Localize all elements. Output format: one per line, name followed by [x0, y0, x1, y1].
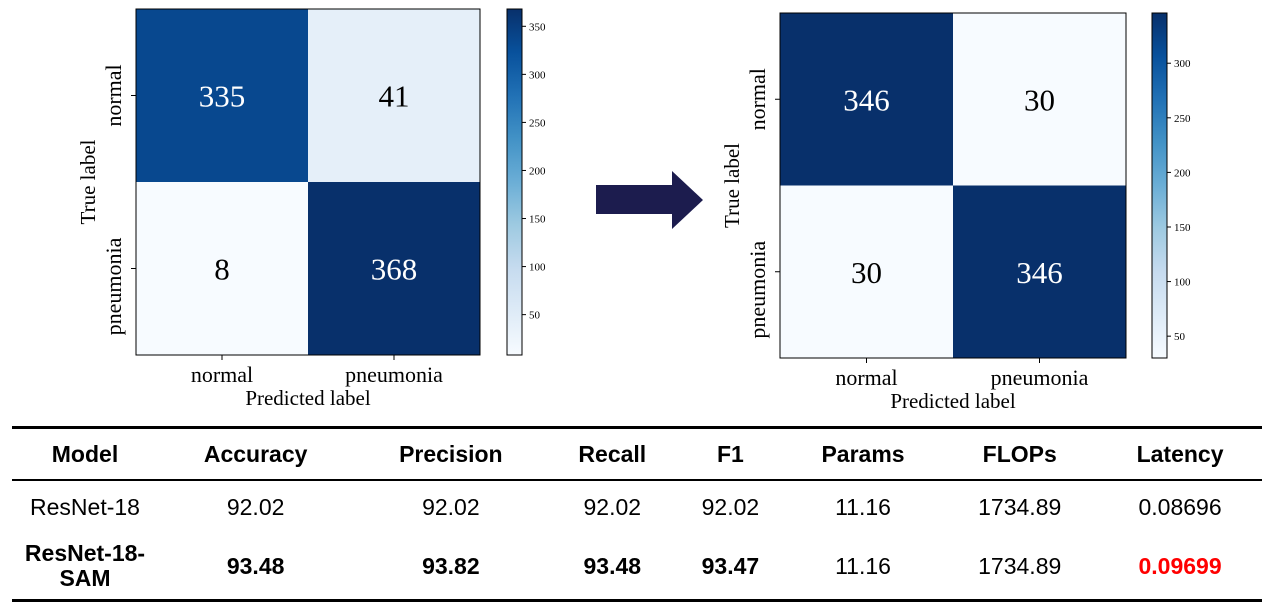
- colorbar-tick-label: 200: [1174, 167, 1191, 179]
- x-axis-label: Predicted label: [890, 389, 1016, 413]
- matrix-cell: [780, 13, 953, 186]
- cell-value-label: 41: [379, 79, 410, 114]
- colorbar-tick-label: 200: [529, 165, 546, 177]
- header-flops: FLOPs: [982, 440, 1057, 467]
- colorbar-tick-label: 50: [529, 310, 541, 322]
- cell-accuracy: 93.48: [226, 552, 285, 579]
- cell-flops: 1734.89: [978, 493, 1062, 520]
- cell-value-label: 346: [1016, 255, 1063, 290]
- colorbar-tick-label: 50: [1174, 331, 1186, 343]
- colorbar-tick-label: 150: [529, 214, 546, 226]
- matrix-cell: [136, 182, 308, 355]
- x-tick-label: pneumonia: [345, 362, 443, 387]
- y-tick-label: normal: [745, 68, 770, 130]
- colorbar-tick-label: 100: [529, 262, 546, 274]
- y-tick-label: pneumonia: [745, 241, 770, 339]
- header-accuracy: Accuracy: [203, 440, 308, 467]
- x-tick-label: normal: [191, 362, 253, 387]
- cell-f1: 92.02: [701, 493, 760, 520]
- y-tick-label: pneumonia: [101, 237, 126, 335]
- cell-latency: 0.08696: [1138, 493, 1222, 520]
- matrix-cell: [780, 185, 953, 358]
- matrix-cell: [953, 13, 1126, 186]
- cell-model: ResNet-18: [30, 493, 140, 520]
- cell-value-label: 335: [199, 79, 246, 114]
- cell-model: ResNet-18-SAM: [24, 540, 146, 591]
- colorbar-tick-label: 150: [1174, 222, 1191, 234]
- matrix-cell: [308, 182, 480, 355]
- matrix-frame: [779, 12, 1127, 359]
- cell-params: 11.16: [835, 552, 891, 579]
- table-row: ResNet-18 92.02 92.02 92.02 92.02 11.16 …: [12, 480, 1262, 533]
- table-row: ResNet-18-SAM 93.48 93.82 93.48 93.47 11…: [12, 533, 1262, 601]
- matrix-cell: [136, 9, 308, 182]
- header-params: Params: [821, 440, 905, 467]
- matrix-cell: [308, 9, 480, 182]
- colorbar-tick-label: 250: [1174, 113, 1191, 125]
- colorbar-tick-label: 100: [1174, 277, 1191, 289]
- y-tick-label: normal: [101, 64, 126, 126]
- header-f1: F1: [717, 440, 744, 467]
- transition-arrow: [596, 171, 703, 229]
- colorbar-tick-label: 250: [529, 117, 546, 129]
- cell-value-label: 8: [214, 252, 230, 287]
- x-tick-label: pneumonia: [991, 365, 1089, 390]
- cell-flops: 1734.89: [978, 552, 1062, 579]
- cell-recall: 93.48: [583, 552, 642, 579]
- cell-value-label: 30: [851, 255, 882, 290]
- cell-value-label: 368: [371, 252, 418, 287]
- header-recall: Recall: [578, 440, 647, 467]
- colorbar: [506, 8, 523, 356]
- cell-value-label: 30: [1024, 82, 1055, 117]
- matrix-cell: [953, 185, 1126, 358]
- colorbar-tick-label: 300: [1174, 58, 1191, 70]
- cell-recall: 92.02: [583, 493, 642, 520]
- cell-precision: 92.02: [422, 493, 480, 520]
- cell-params: 11.16: [835, 493, 891, 520]
- header-precision: Precision: [399, 440, 503, 467]
- x-tick-label: normal: [835, 365, 897, 390]
- table-header-row: Model Accuracy Precision Recall F1 Param…: [12, 427, 1262, 480]
- matrix-frame: [135, 8, 481, 356]
- header-latency: Latency: [1136, 440, 1224, 467]
- colorbar-tick-label: 300: [529, 69, 546, 81]
- colorbar: [1151, 12, 1168, 359]
- x-axis-label: Predicted label: [245, 386, 371, 410]
- cell-f1: 93.47: [701, 552, 760, 579]
- header-model: Model: [51, 440, 119, 467]
- y-axis-label: True label: [720, 143, 744, 228]
- results-table: Model Accuracy Precision Recall F1 Param…: [12, 426, 1262, 602]
- y-axis-label: True label: [76, 139, 100, 224]
- cell-value-label: 346: [843, 82, 890, 117]
- colorbar-tick-label: 350: [529, 21, 546, 33]
- cell-accuracy: 92.02: [226, 493, 285, 520]
- cell-latency: 0.09699: [1138, 552, 1222, 579]
- cell-precision: 93.82: [422, 552, 480, 579]
